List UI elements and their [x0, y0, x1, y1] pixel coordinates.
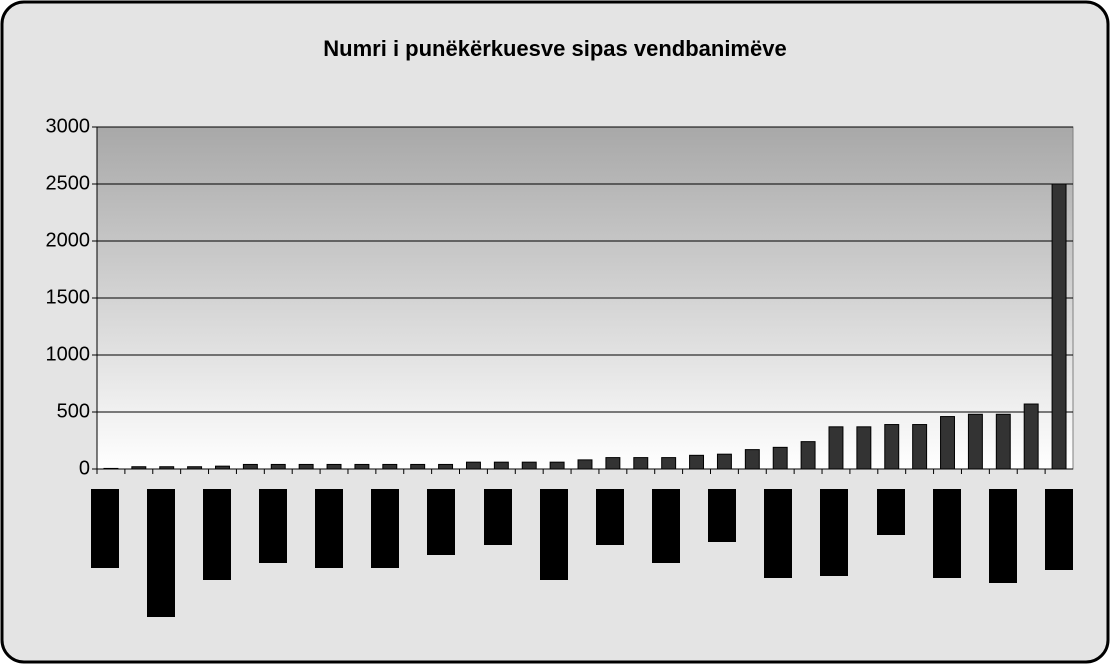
bar — [298, 463, 314, 470]
bar — [438, 463, 454, 470]
redaction — [764, 489, 792, 578]
redaction — [371, 489, 399, 568]
bar — [493, 461, 509, 470]
bar — [995, 413, 1011, 470]
bar — [772, 446, 788, 470]
bar — [382, 463, 398, 470]
bar — [577, 459, 593, 470]
bar — [633, 457, 649, 470]
redaction — [652, 489, 680, 563]
redaction — [1045, 489, 1073, 570]
bar — [661, 457, 677, 470]
bar — [912, 424, 928, 470]
bar — [605, 457, 621, 470]
bar — [828, 426, 844, 470]
redacted-labels — [91, 489, 1073, 617]
bar — [410, 463, 426, 470]
redaction — [933, 489, 961, 578]
bar — [967, 413, 983, 470]
redaction — [484, 489, 512, 545]
bar — [242, 463, 258, 470]
y-tick-label: 500 — [57, 400, 90, 422]
bar — [1051, 183, 1067, 470]
bar — [744, 449, 760, 470]
bar — [884, 424, 900, 470]
redaction — [203, 489, 231, 580]
redaction — [820, 489, 848, 576]
bar — [940, 416, 955, 470]
y-tick-label: 2500 — [46, 172, 91, 194]
redaction — [989, 489, 1017, 583]
y-tick-label: 1000 — [46, 343, 91, 365]
bar — [521, 461, 537, 470]
y-tick-label: 3000 — [46, 115, 91, 137]
redaction — [315, 489, 343, 568]
redaction — [427, 489, 455, 555]
redaction — [91, 489, 119, 568]
redaction — [259, 489, 287, 563]
bar — [689, 454, 705, 470]
y-tick-label: 0 — [79, 457, 90, 479]
bar — [549, 461, 565, 470]
bar — [716, 453, 732, 470]
bar — [856, 426, 872, 470]
y-tick-label: 2000 — [46, 229, 91, 251]
bar — [800, 441, 816, 470]
chart-title: Numri i punëkërkuesve sipas vendbanimëve — [323, 36, 786, 61]
bar — [465, 461, 481, 470]
redaction — [877, 489, 905, 535]
bar — [354, 463, 370, 470]
redaction — [708, 489, 736, 542]
bar — [326, 463, 342, 470]
redaction — [540, 489, 568, 580]
redaction — [596, 489, 624, 545]
bar — [1023, 403, 1039, 470]
y-tick-label: 1500 — [46, 286, 91, 308]
bar — [270, 463, 286, 470]
redaction — [147, 489, 175, 617]
